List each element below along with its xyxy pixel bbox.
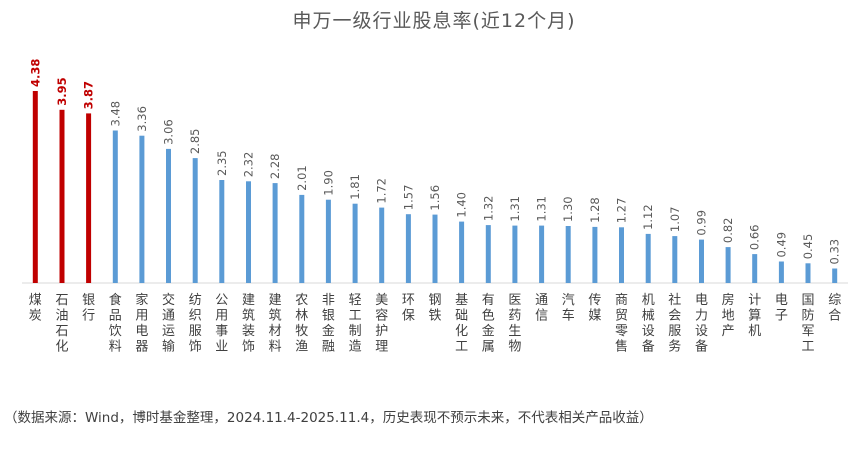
bar [539, 225, 545, 283]
bar [32, 91, 38, 283]
bar-value-label: 0.99 [695, 210, 709, 236]
category-label: 美容护理 [375, 293, 388, 355]
category-label: 基础化工 [455, 293, 468, 355]
bar-value-label: 2.35 [215, 150, 229, 176]
bar [352, 203, 358, 283]
category-label: 房地产 [722, 292, 735, 339]
bar [405, 214, 411, 283]
category-label: 传媒 [588, 293, 601, 324]
bar [325, 199, 331, 283]
category-label: 轻工制造 [349, 293, 362, 355]
bar-value-label: 1.31 [535, 196, 549, 222]
bar-value-label: 3.87 [82, 81, 96, 109]
category-label: 综合 [828, 293, 841, 324]
bar [752, 254, 758, 283]
bar [86, 113, 92, 284]
category-label: 建筑装饰 [242, 293, 255, 355]
category-label: 交通运输 [162, 292, 175, 355]
category-label: 汽车 [562, 293, 575, 324]
category-label: 钢铁 [428, 293, 441, 324]
bar-value-label: 3.48 [108, 101, 122, 127]
bar [485, 225, 491, 283]
category-label: 商贸零售 [615, 293, 628, 355]
bar-value-label: 0.82 [721, 217, 735, 243]
bar [59, 109, 65, 283]
bar [645, 233, 651, 283]
bar [565, 226, 571, 283]
bar-value-label: 0.66 [748, 224, 762, 250]
chart-plot: 4.38 煤炭 3.95 石油石化 3.87 银行 3.48 食品饮料 3.36 家用电器 3.06… [22, 59, 848, 355]
bar-value-label: 1.12 [641, 204, 655, 230]
bar-value-label: 1.32 [481, 195, 495, 221]
bar [432, 214, 438, 283]
bar-value-label: 2.85 [188, 128, 202, 154]
bar-value-label: 0.49 [774, 232, 788, 258]
bar-value-label: 1.27 [615, 198, 629, 224]
bar-value-label: 2.01 [295, 165, 309, 191]
bar-value-label: 3.06 [162, 119, 176, 145]
bar [112, 130, 118, 283]
bar-value-label: 1.57 [401, 185, 415, 211]
bar [832, 268, 838, 283]
source-note: （数据来源：Wind，博时基金整理，2024.11.4-2025.11.4，历史… [4, 410, 653, 426]
category-label: 国防军工 [801, 293, 814, 355]
bar-value-label: 1.07 [668, 206, 682, 232]
bar [725, 247, 731, 283]
bar [219, 180, 225, 283]
category-label: 计算机 [748, 293, 761, 339]
bar [379, 207, 385, 283]
category-label: 非银金融 [322, 293, 335, 355]
bar-value-label: 1.28 [588, 197, 602, 223]
bar [166, 148, 171, 283]
category-label: 纺织服饰 [189, 293, 202, 355]
category-label: 农林牧渔 [295, 293, 308, 355]
category-label: 机械设备 [642, 293, 655, 355]
bar [699, 239, 704, 283]
bar [592, 226, 598, 283]
category-label: 银行 [82, 293, 95, 324]
category-label: 建筑材料 [269, 293, 282, 355]
category-label: 煤炭 [29, 293, 42, 324]
category-label: 家用电器 [135, 292, 148, 355]
category-label: 电子 [775, 293, 788, 324]
bar-value-label: 1.90 [321, 170, 335, 196]
bar [619, 227, 624, 283]
bar [512, 225, 518, 283]
bar-value-label: 0.33 [828, 239, 842, 265]
bar-value-label: 1.40 [455, 192, 469, 218]
bar-value-label: 3.36 [135, 106, 149, 132]
chart-title: 申万一级行业股息率(近12个月) [292, 10, 576, 32]
bar [192, 158, 198, 283]
category-label: 电力设备 [695, 293, 708, 355]
category-label: 有色金属 [482, 293, 495, 355]
bar [672, 236, 678, 283]
bar [299, 194, 305, 283]
bar-value-label: 1.56 [428, 185, 442, 211]
bar [139, 135, 145, 283]
category-label: 通信 [535, 293, 548, 324]
category-label: 食品饮料 [109, 292, 122, 355]
bar-value-label: 3.95 [55, 77, 69, 105]
category-label: 医药生物 [508, 293, 521, 355]
bar-value-label: 4.38 [28, 59, 42, 87]
bar-value-label: 1.30 [561, 196, 575, 222]
bar-value-label: 1.72 [375, 178, 389, 204]
bar-value-label: 1.81 [348, 174, 362, 200]
bar-value-label: 2.32 [242, 152, 256, 178]
bar-value-label: 1.31 [508, 196, 522, 222]
category-label: 石油石化 [55, 293, 68, 355]
bar [459, 221, 465, 283]
category-label: 社会服务 [668, 292, 681, 355]
bar [805, 263, 811, 283]
bar-value-label: 2.28 [268, 153, 282, 179]
bar-value-label: 0.45 [801, 234, 815, 260]
bar [778, 261, 784, 283]
category-label: 公用事业 [215, 293, 228, 355]
bar [246, 181, 251, 283]
category-label: 环保 [402, 293, 415, 324]
bar [272, 183, 278, 283]
